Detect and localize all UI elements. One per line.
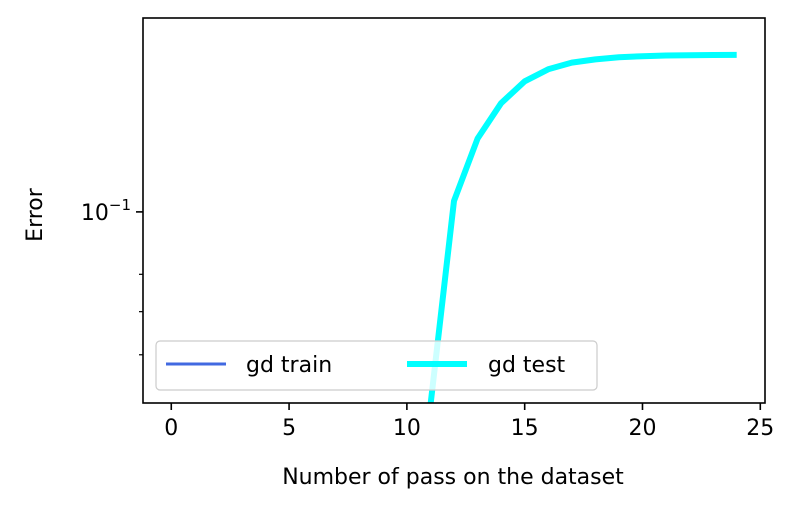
x-tick-label: 20 — [628, 416, 656, 441]
y-tick-label: 10−1 — [81, 196, 131, 226]
x-tick-label: 15 — [511, 416, 539, 441]
x-tick-label: 25 — [746, 416, 774, 441]
x-tick-label: 10 — [393, 416, 421, 441]
legend-box — [155, 340, 598, 391]
y-axis: 10−1 — [81, 196, 143, 356]
legend-label-gd-test: gd test — [488, 353, 566, 378]
x-axis-label: Number of pass on the dataset — [282, 465, 624, 490]
series-line-gd-test — [427, 51, 737, 403]
x-tick-label: 0 — [164, 416, 178, 441]
y-axis-label: Error — [23, 187, 48, 242]
series-layer — [427, 51, 737, 403]
x-axis: 0 5 10 15 20 25 — [164, 403, 774, 441]
legend-label-gd-train: gd train — [246, 353, 332, 378]
legend: gd train gd test — [155, 340, 598, 391]
x-tick-label: 5 — [282, 416, 296, 441]
axes-frame — [142, 17, 766, 404]
